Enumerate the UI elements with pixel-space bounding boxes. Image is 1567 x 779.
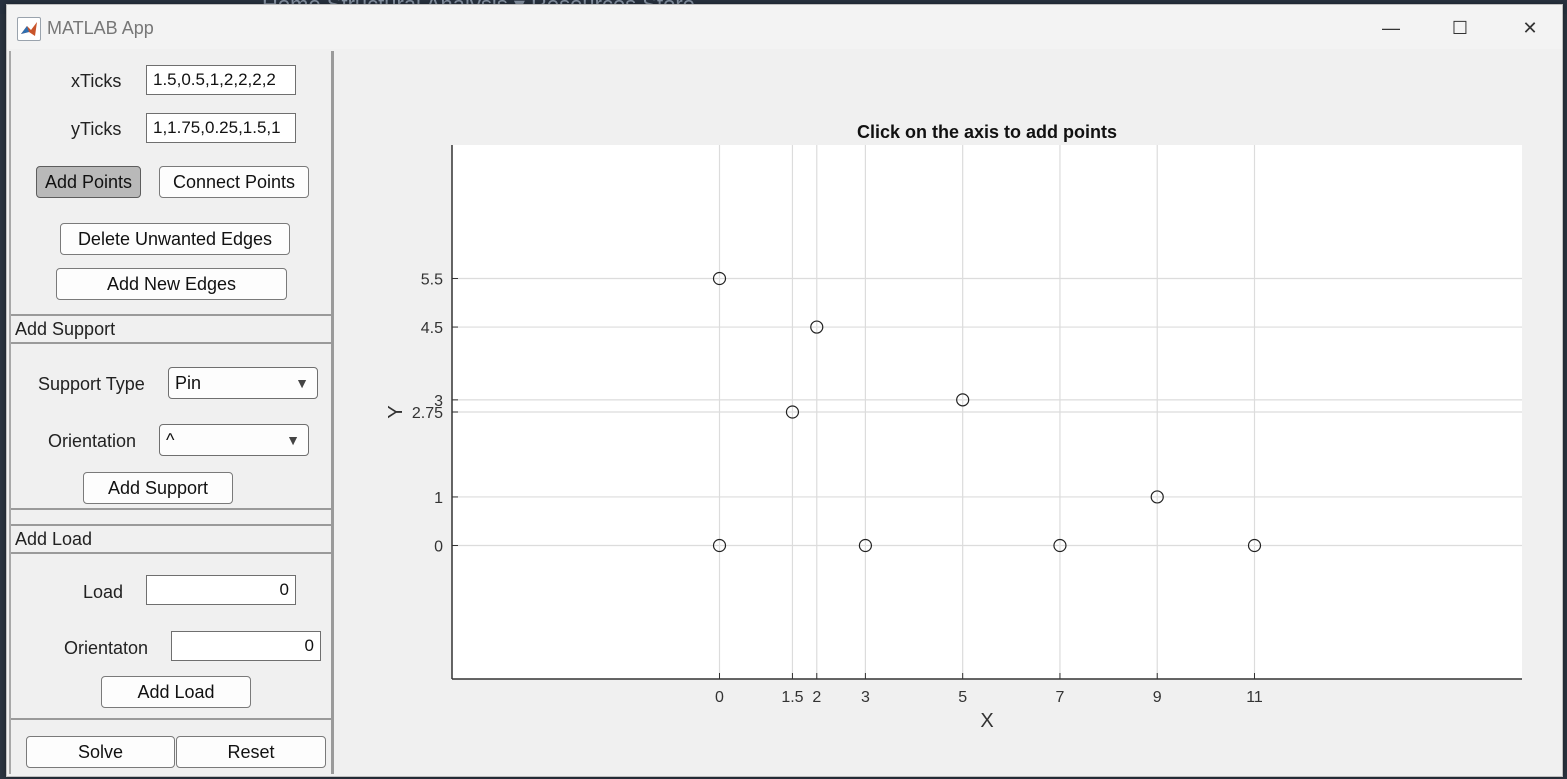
y-tick-label: 3: [434, 393, 443, 410]
axis-lines: [451, 145, 1522, 680]
x-axis-label: X: [980, 710, 993, 732]
x-tick-label: 2: [812, 689, 821, 706]
add-load-header: Add Load: [11, 524, 334, 554]
connect-points-button[interactable]: Connect Points: [159, 166, 309, 198]
delete-unwanted-edges-button[interactable]: Delete Unwanted Edges: [60, 223, 290, 255]
x-tick-label: 9: [1153, 689, 1162, 706]
maximize-button[interactable]: ☐: [1451, 18, 1469, 38]
yticks-input[interactable]: [146, 113, 296, 143]
title-bar[interactable]: MATLAB App — ☐ ✕: [7, 5, 1562, 49]
data-point[interactable]: [712, 538, 727, 553]
section-divider: [11, 718, 334, 720]
data-points: [712, 271, 1262, 553]
chevron-down-icon: ▼: [295, 375, 309, 391]
support-type-dropdown[interactable]: Pin ▼: [168, 367, 318, 399]
plot-panel: 0 1.5 2 3 5 7 9 11 0 1 2.75 3 4.5 5.5 Click on the a…: [337, 51, 1560, 774]
app-content: xTicks yTicks Add Points Connect Points …: [7, 49, 1562, 776]
close-button[interactable]: ✕: [1522, 18, 1538, 38]
chevron-down-icon: ▼: [286, 432, 300, 448]
matlab-logo-icon: [17, 17, 41, 41]
yticks-label: yTicks: [71, 119, 122, 139]
data-point[interactable]: [1247, 538, 1262, 553]
y-tick-label: 4.5: [421, 320, 443, 337]
window-title: MATLAB App: [47, 18, 154, 38]
orientation-value: ^: [166, 430, 175, 450]
data-point[interactable]: [858, 538, 873, 553]
solve-button[interactable]: Solve: [26, 736, 175, 768]
y-tick-label: 5.5: [421, 272, 443, 289]
data-point[interactable]: [712, 271, 727, 286]
chart-title: Click on the axis to add points: [857, 122, 1117, 142]
xticks-input[interactable]: [146, 65, 296, 95]
y-tick-labels: 0 1 2.753 4.5 5.5: [412, 272, 443, 556]
add-new-edges-button[interactable]: Add New Edges: [56, 268, 287, 300]
y-tick-label: 0: [434, 539, 443, 556]
load-label: Load: [83, 582, 124, 602]
data-point[interactable]: [785, 405, 800, 419]
x-tick-label: 3: [861, 689, 870, 706]
load-input[interactable]: [146, 575, 296, 605]
y-tick-label: 1: [434, 490, 443, 507]
x-tick-label: 7: [1056, 689, 1065, 706]
x-tick-label: 5: [958, 689, 967, 706]
data-point[interactable]: [956, 393, 970, 407]
section-divider: [11, 508, 334, 510]
control-panel: xTicks yTicks Add Points Connect Points …: [9, 51, 334, 774]
support-type-label: Support Type: [38, 374, 145, 394]
load-orientation-input[interactable]: [171, 631, 321, 661]
data-point[interactable]: [810, 320, 824, 334]
add-points-button[interactable]: Add Points: [36, 166, 141, 198]
data-point[interactable]: [1053, 538, 1067, 553]
load-orientation-label: Orientaton: [64, 638, 149, 658]
x-tick-label: 11: [1246, 689, 1263, 706]
minimize-button[interactable]: —: [1382, 18, 1400, 38]
grid-lines: [452, 145, 1522, 679]
orientation-dropdown[interactable]: ^ ▼: [159, 424, 309, 456]
reset-button[interactable]: Reset: [176, 736, 326, 768]
x-tick-labels: 0 1.5 2 3 5 7 9 11: [715, 689, 1263, 706]
support-type-value: Pin: [175, 373, 202, 393]
y-tick-label: 2.75: [412, 405, 443, 422]
orientation-label: Orientation: [48, 431, 137, 451]
x-tick-label: 1.5: [781, 689, 803, 706]
x-tick-label: 0: [715, 689, 724, 706]
add-support-button[interactable]: Add Support: [83, 472, 233, 504]
app-window: MATLAB App — ☐ ✕ xTicks yTicks Add Point…: [6, 4, 1563, 777]
add-support-header: Add Support: [11, 314, 334, 344]
data-point[interactable]: [1150, 490, 1164, 504]
add-load-button[interactable]: Add Load: [101, 676, 251, 708]
xticks-label: xTicks: [71, 71, 122, 91]
y-axis-label: Y: [385, 405, 407, 418]
